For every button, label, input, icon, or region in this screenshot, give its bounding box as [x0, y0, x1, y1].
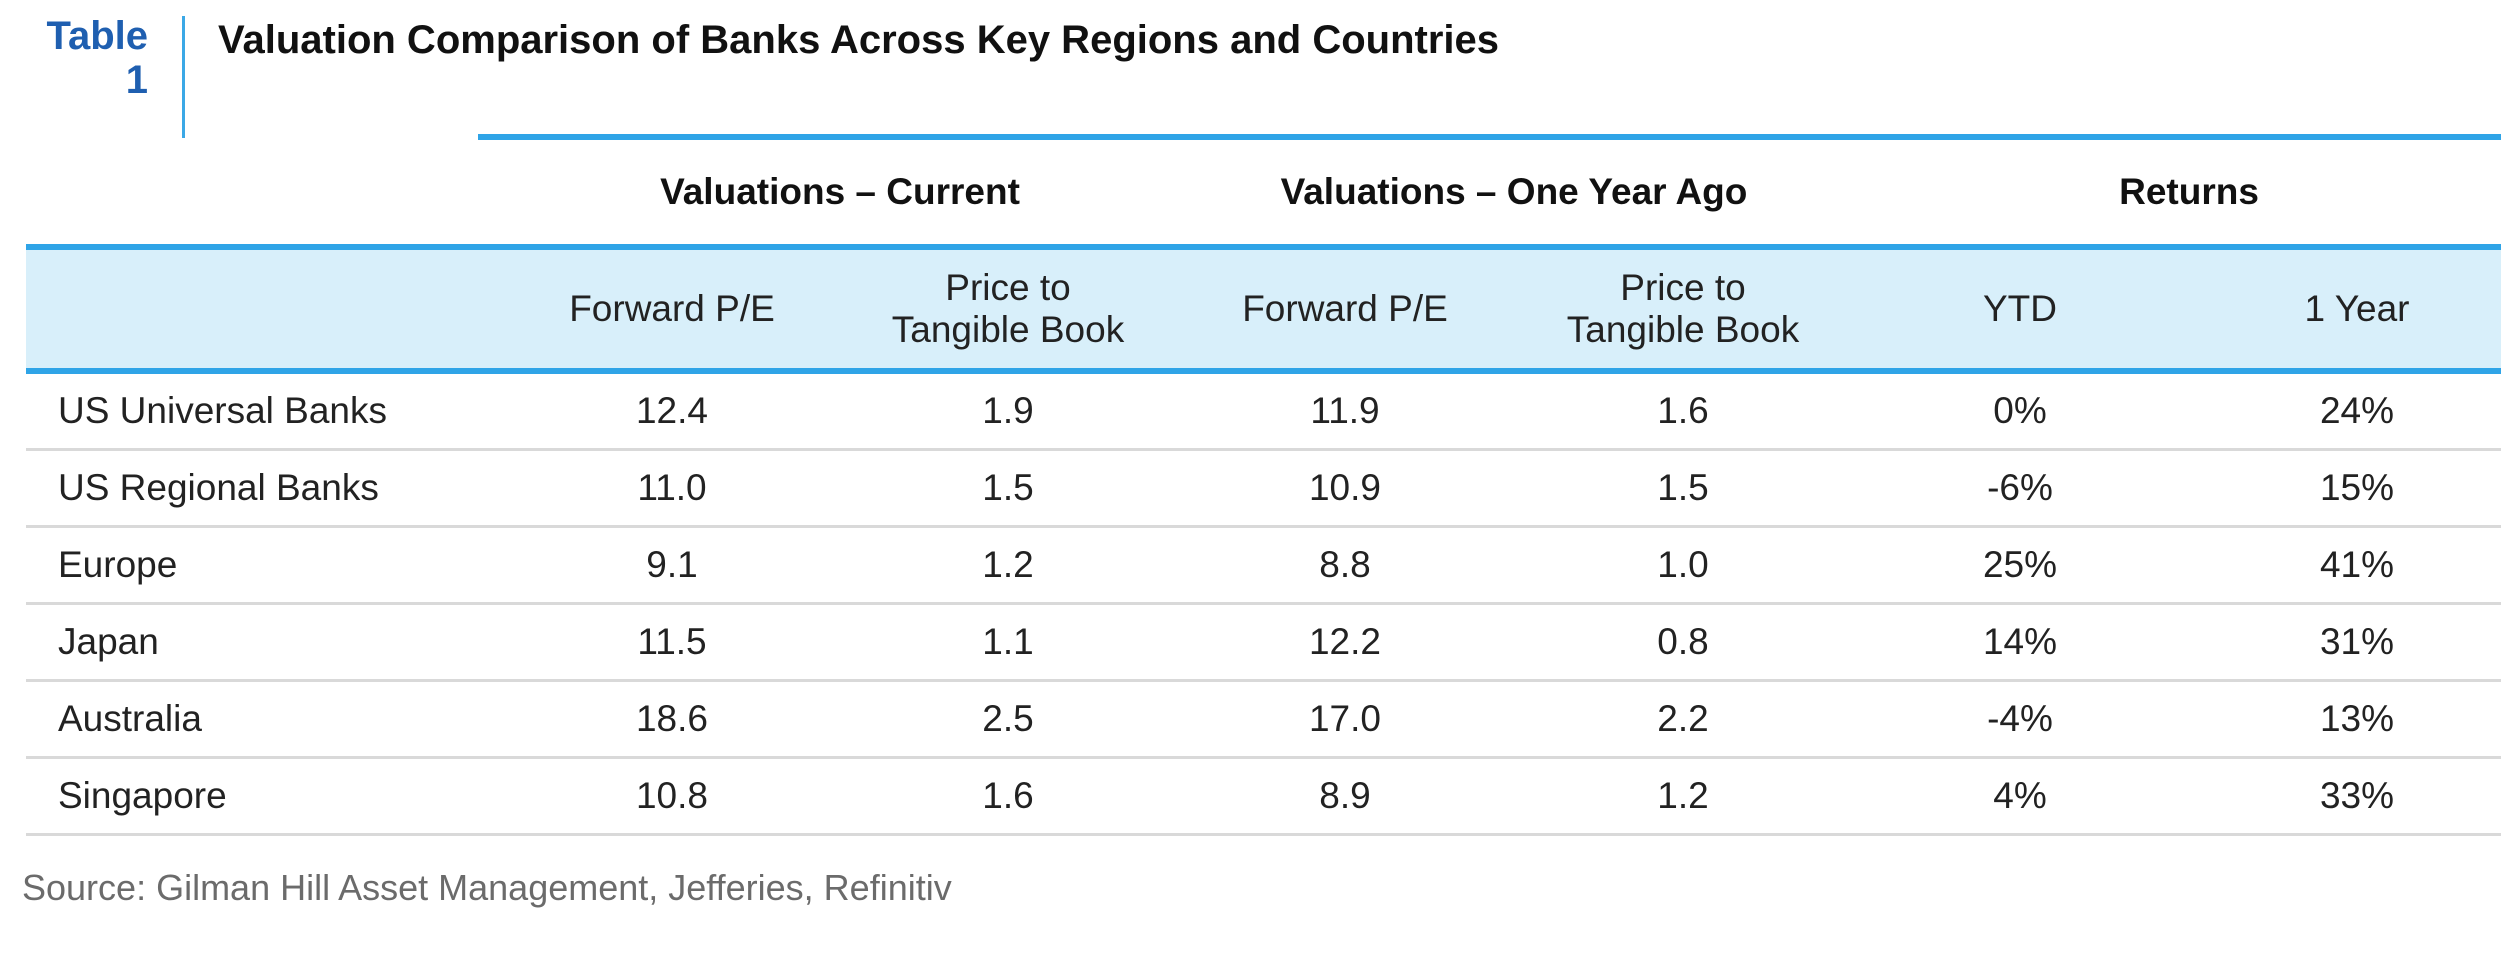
- table-cell: 10.8: [635, 775, 708, 816]
- table-cell: 1.6: [1657, 390, 1709, 431]
- table-row: Australia 18.6 2.5 17.0 2.2 -4% 13%: [26, 682, 2501, 759]
- row-label: Australia: [58, 698, 202, 739]
- table-body: US Universal Banks 12.4 1.9 11.9 1.6 0% …: [26, 374, 2501, 836]
- column-header-1-year: 1 Year: [2304, 288, 2410, 329]
- table-cell: 1.6: [982, 775, 1034, 816]
- row-label: US Universal Banks: [58, 390, 388, 431]
- table-cell: 4%: [1993, 775, 2047, 816]
- row-label: Europe: [58, 544, 178, 585]
- source-note: Source: Gilman Hill Asset Management, Je…: [22, 867, 952, 908]
- table-cell: 12.4: [635, 390, 708, 431]
- table-cell: 24%: [2319, 390, 2395, 431]
- column-header-ytd: YTD: [1983, 288, 2057, 329]
- table-cell: 0%: [1993, 390, 2047, 431]
- table-cell: 18.6: [635, 698, 708, 739]
- column-header-current-price-to-tangible-book: Price to Tangible Book: [891, 267, 1125, 350]
- table-cell: 25%: [1982, 544, 2058, 585]
- table-cell: 11.9: [1310, 390, 1380, 431]
- table-cell: 11.5: [637, 621, 707, 662]
- column-header-current-forward-pe: Forward P/E: [569, 288, 775, 329]
- title-divider: [182, 16, 185, 138]
- column-header-prior-forward-pe: Forward P/E: [1242, 288, 1448, 329]
- group-header-top-rule: [478, 134, 2501, 140]
- table-cell: 8.9: [1319, 775, 1371, 816]
- table-row: US Regional Banks 11.0 1.5 10.9 1.5 -6% …: [26, 451, 2501, 528]
- table-cell: 14%: [1982, 621, 2058, 662]
- table-title: Valuation Comparison of Banks Across Key…: [218, 18, 1499, 62]
- table-cell: 12.2: [1308, 621, 1381, 662]
- table-number-label: Table 1: [0, 14, 148, 102]
- table-tag-word: Table: [46, 14, 148, 58]
- table-cell: 2.5: [982, 698, 1034, 739]
- table-cell: 13%: [2319, 698, 2395, 739]
- table-cell: 1.5: [1657, 467, 1709, 508]
- table-cell: 2.2: [1657, 698, 1709, 739]
- table-cell: 10.9: [1308, 467, 1381, 508]
- group-header-valuations-current: Valuations – Current: [660, 171, 1020, 212]
- row-label: Singapore: [58, 775, 227, 816]
- table-cell: 11.0: [637, 467, 707, 508]
- row-label: US Regional Banks: [58, 467, 379, 508]
- group-header-valuations-one-year-ago: Valuations – One Year Ago: [1280, 171, 1748, 212]
- table-cell: 0.8: [1657, 621, 1709, 662]
- table-cell: 41%: [2319, 544, 2395, 585]
- table-row: Singapore 10.8 1.6 8.9 1.2 4% 33%: [26, 759, 2501, 836]
- table-tag-number: 1: [125, 58, 148, 102]
- table-cell: 1.1: [982, 621, 1034, 662]
- table-cell: 1.5: [982, 467, 1034, 508]
- table-cell: 1.9: [982, 390, 1034, 431]
- table-row: US Universal Banks 12.4 1.9 11.9 1.6 0% …: [26, 374, 2501, 451]
- table-cell: 9.1: [646, 544, 698, 585]
- table-row: Europe 9.1 1.2 8.8 1.0 25% 41%: [26, 528, 2501, 605]
- table-cell: 33%: [2319, 775, 2395, 816]
- table-cell: 1.0: [1657, 544, 1709, 585]
- table-cell: 1.2: [982, 544, 1034, 585]
- row-label: Japan: [58, 621, 159, 662]
- table-cell: 8.8: [1319, 544, 1371, 585]
- table-cell: -6%: [1987, 467, 2053, 508]
- table-cell: 31%: [2319, 621, 2395, 662]
- table-cell: 17.0: [1308, 698, 1381, 739]
- group-header-returns: Returns: [2119, 171, 2259, 212]
- table-cell: 1.2: [1657, 775, 1709, 816]
- column-header-prior-price-to-tangible-book: Price to Tangible Book: [1566, 267, 1800, 350]
- table-cell: -4%: [1987, 698, 2053, 739]
- group-header-row: Valuations – Current Valuations – One Ye…: [26, 140, 2501, 244]
- table-cell: 15%: [2319, 467, 2395, 508]
- table-row: Japan 11.5 1.1 12.2 0.8 14% 31%: [26, 605, 2501, 682]
- column-header-row: Forward P/E Price to Tangible Book Forwa…: [26, 244, 2501, 374]
